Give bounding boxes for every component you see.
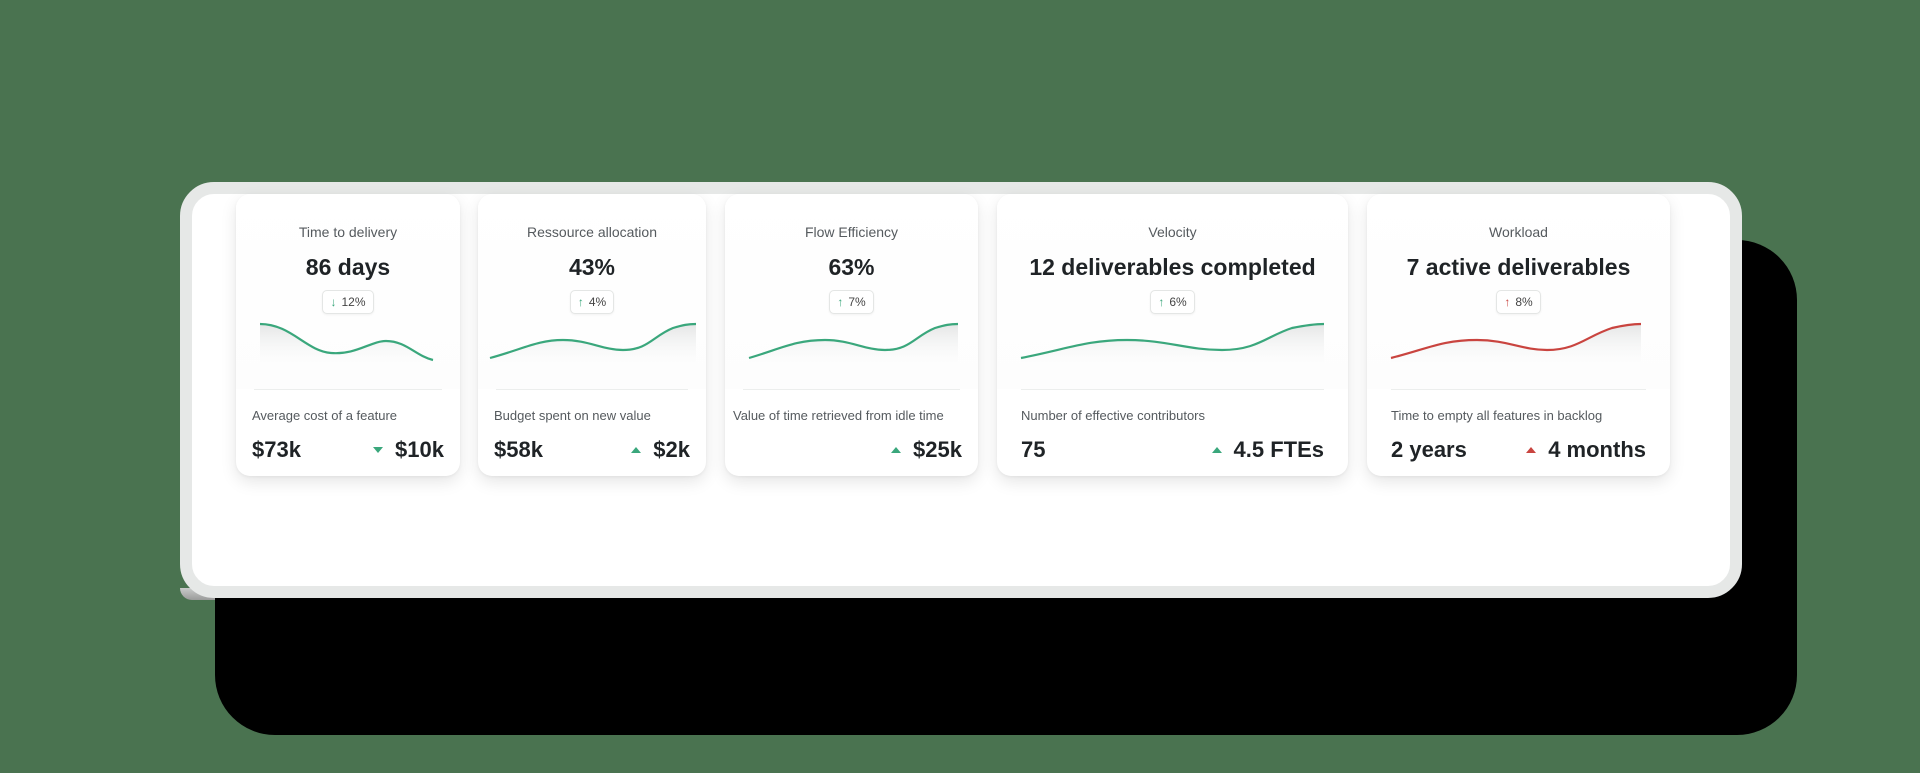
- sub-metric-label: Budget spent on new value: [494, 408, 651, 423]
- triangle-down-icon: [373, 447, 384, 453]
- card-title: Velocity: [1148, 224, 1197, 240]
- sparkline-chart: [489, 322, 697, 371]
- kpi-card-time-to-delivery[interactable]: Time to delivery 86 days ↓ 12% Average c…: [236, 194, 460, 476]
- delta-label: 7%: [848, 295, 866, 309]
- card-divider: [254, 389, 442, 390]
- delta-label: 4%: [588, 295, 607, 309]
- sub-metric-change: 4.5 FTEs: [1211, 436, 1324, 464]
- kpi-card-workload[interactable]: Workload 7 active deliverables ↑ 8% Time…: [1367, 194, 1670, 476]
- delta-label: 8%: [1515, 295, 1533, 309]
- card-title: Flow Efficiency: [804, 224, 899, 240]
- sparkline-chart: [1390, 322, 1642, 371]
- triangle-up-icon: [891, 447, 902, 453]
- sub-change-label: 4 months: [1548, 437, 1646, 462]
- arrow-down-icon: ↓: [330, 295, 337, 309]
- sub-metric-value: $58k: [494, 437, 543, 462]
- sub-metric-change: 4 months: [1526, 436, 1646, 464]
- sparkline-chart: [259, 322, 434, 371]
- sub-metric-change: $10k: [373, 436, 444, 464]
- delta-label: 6%: [1169, 295, 1187, 309]
- card-value: 12 deliverables completed: [1029, 254, 1316, 280]
- sub-metric-label: Time to empty all features in backlog: [1391, 408, 1603, 423]
- delta-label: 12%: [341, 295, 366, 309]
- sub-metric-value: 75: [1021, 437, 1046, 462]
- sub-metric-label: Number of effective contributors: [1021, 408, 1206, 423]
- kpi-card-flow-efficiency[interactable]: Flow Efficiency 63% ↑ 7% Value of time r…: [725, 194, 978, 476]
- delta-badge: ↑ 4%: [569, 290, 615, 314]
- card-title: Time to delivery: [298, 224, 398, 240]
- triangle-up-icon: [1526, 447, 1537, 453]
- sub-metric-change: $2k: [631, 436, 690, 464]
- kpi-dashboard-panel: Time to delivery 86 days ↓ 12% Average c…: [180, 182, 1742, 600]
- card-value: 7 active deliverables: [1406, 254, 1631, 280]
- triangle-up-icon: [1211, 447, 1222, 453]
- card-value: 63%: [828, 254, 875, 280]
- kpi-card-ressource-allocation[interactable]: Ressource allocation 43% ↑ 4% Budget spe…: [478, 194, 706, 476]
- sub-change-label: $10k: [395, 437, 444, 462]
- delta-badge: ↓ 12%: [322, 290, 374, 314]
- sub-metric-label: Average cost of a feature: [252, 408, 398, 423]
- card-divider: [496, 389, 688, 390]
- card-title: Ressource allocation: [527, 224, 657, 240]
- delta-badge: ↑ 7%: [829, 290, 874, 314]
- card-value: 43%: [568, 254, 616, 280]
- triangle-up-icon: [631, 447, 642, 453]
- sparkline-chart: [748, 322, 959, 371]
- arrow-up-icon: ↑: [837, 295, 844, 309]
- delta-badge: ↑ 8%: [1496, 290, 1541, 314]
- delta-badge: ↑ 6%: [1150, 290, 1195, 314]
- sub-change-label: $25k: [913, 437, 962, 462]
- sub-metric-change: $25k: [891, 436, 962, 464]
- card-divider: [743, 389, 960, 390]
- sub-change-label: $2k: [653, 437, 690, 462]
- arrow-up-icon: ↑: [1504, 295, 1511, 309]
- sub-change-label: 4.5 FTEs: [1233, 437, 1324, 462]
- sub-metric-value: 2 years: [1391, 437, 1467, 462]
- arrow-up-icon: ↑: [577, 295, 584, 309]
- card-divider: [1391, 389, 1646, 390]
- card-divider: [1021, 389, 1324, 390]
- sparkline-chart: [1020, 322, 1325, 371]
- sub-metric-label: Value of time retrieved from idle time: [733, 408, 944, 423]
- arrow-up-icon: ↑: [1158, 295, 1165, 309]
- card-title: Workload: [1489, 224, 1548, 240]
- sub-metric-value: $73k: [252, 437, 301, 462]
- kpi-card-velocity[interactable]: Velocity 12 deliverables completed ↑ 6% …: [997, 194, 1348, 476]
- card-value: 86 days: [305, 254, 391, 280]
